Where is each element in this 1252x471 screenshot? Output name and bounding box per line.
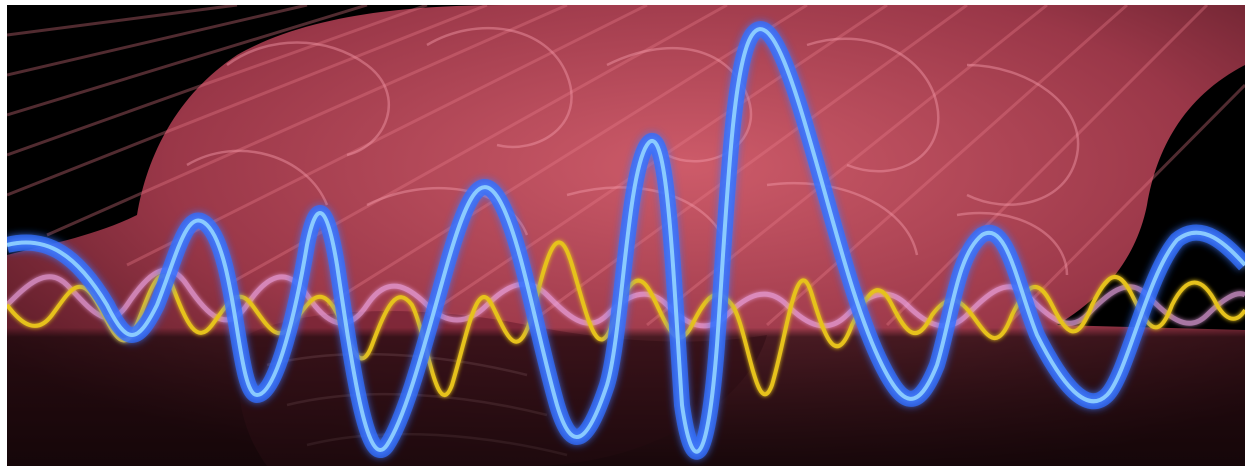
brain-wave-illustration bbox=[7, 5, 1245, 466]
blue-wave bbox=[7, 21, 1245, 460]
pink-wave bbox=[7, 267, 1245, 329]
image-frame bbox=[7, 5, 1245, 466]
